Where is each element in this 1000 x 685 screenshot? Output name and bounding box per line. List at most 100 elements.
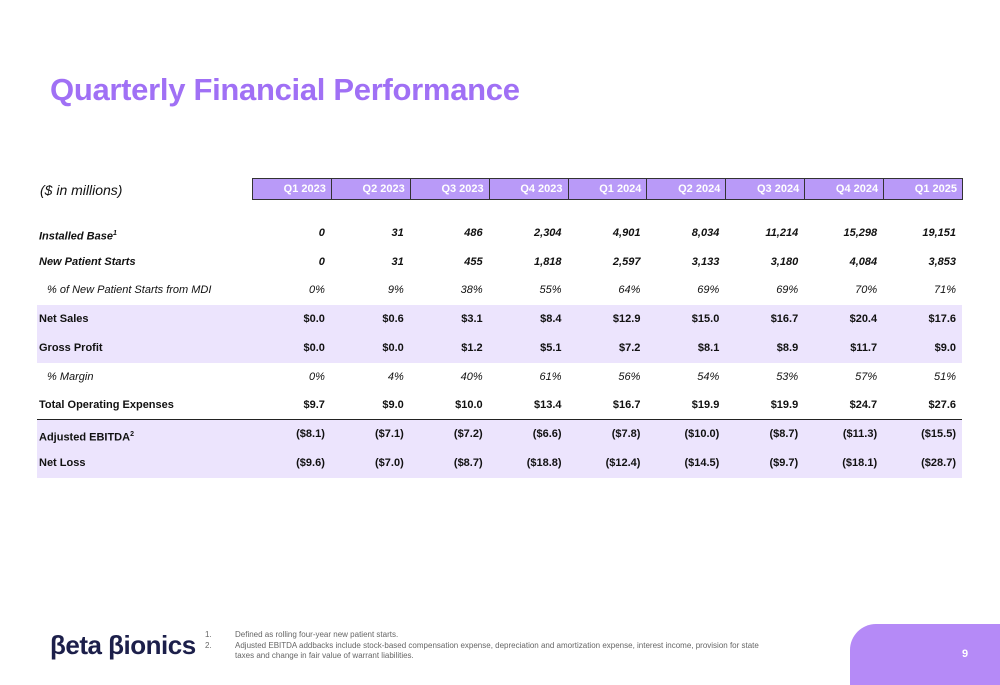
cell-value: 56% bbox=[618, 370, 641, 383]
cell-value: 8,034 bbox=[691, 227, 720, 239]
cell-value: 3,133 bbox=[691, 255, 720, 268]
column-header: Q1 2025 bbox=[883, 178, 963, 200]
cell-value: ($7.2) bbox=[453, 427, 483, 440]
table-row: Net Sales $0.0 $0.6 $3.1 $8.4 $12.9 $15.0 $16.7… bbox=[37, 305, 962, 335]
title: Quarterly Financial Performance bbox=[50, 72, 520, 107]
cell-value: ($14.5) bbox=[684, 456, 720, 469]
separator bbox=[37, 419, 962, 420]
cell-value: ($9.7) bbox=[769, 456, 799, 469]
cell-value: 55% bbox=[539, 284, 562, 297]
cell-value: 31 bbox=[391, 255, 404, 268]
cell-value: $5.1 bbox=[540, 341, 562, 354]
cell-value: 69% bbox=[776, 284, 799, 297]
table-row: % Margin 0% 4% 40% 61% 56% 54% 53% 57% 51% bbox=[37, 363, 962, 392]
cell-value: 61% bbox=[539, 370, 562, 383]
table-row: Installed Base1 0 31 486 2,304 4,901 8,034 11,2… bbox=[37, 219, 962, 248]
row-label: Net Loss bbox=[39, 449, 85, 478]
cell-value: 57% bbox=[855, 370, 878, 383]
cell-value: 9% bbox=[387, 284, 404, 297]
cell-value: ($9.6) bbox=[296, 456, 325, 469]
cell-value: 31 bbox=[391, 227, 404, 239]
cell-value: $3.1 bbox=[461, 313, 483, 326]
cell-value: 4% bbox=[387, 370, 404, 383]
cell-value: 2,597 bbox=[612, 255, 641, 268]
cell-value: $10.0 bbox=[455, 399, 483, 412]
cell-value: ($7.0) bbox=[375, 456, 404, 469]
cell-value: $13.4 bbox=[534, 399, 562, 412]
row-label: Adjusted EBITDA2 bbox=[39, 420, 134, 449]
cell-value: ($8.7) bbox=[769, 427, 799, 440]
cell-value: 3,180 bbox=[770, 255, 799, 268]
units-label: ($ in millions) bbox=[40, 182, 123, 198]
column-header: Q1 2024 bbox=[567, 178, 648, 200]
cell-value: 54% bbox=[697, 370, 720, 383]
cell-value: $11.7 bbox=[850, 341, 878, 354]
cell-value: ($18.8) bbox=[526, 456, 562, 469]
page-number: 9 bbox=[962, 648, 969, 660]
corner-decoration bbox=[850, 624, 1000, 685]
row-label: % Margin bbox=[47, 363, 93, 392]
cell-value: $1.2 bbox=[461, 341, 483, 354]
cell-value: 19,151 bbox=[922, 227, 956, 239]
cell-value: 0 bbox=[318, 255, 325, 268]
footnote-number: 2. bbox=[205, 641, 212, 650]
table-row: Net Loss ($9.6) ($7.0) ($8.7) ($18.8) ($12.4)… bbox=[37, 448, 962, 478]
cell-value: $19.9 bbox=[691, 399, 720, 412]
cell-value: $12.9 bbox=[612, 313, 641, 326]
cell-value: $0.0 bbox=[303, 313, 325, 326]
cell-value: 53% bbox=[776, 370, 799, 383]
row-label-text: Net Sales bbox=[39, 313, 89, 326]
cell-value: 0% bbox=[308, 284, 325, 297]
cell-value: 0% bbox=[308, 370, 325, 383]
cell-value: ($10.0) bbox=[684, 427, 720, 440]
table-row: Adjusted EBITDA2 ($8.1) ($7.1) ($7.2) ($6.6)… bbox=[37, 419, 962, 449]
cell-value: $27.6 bbox=[928, 399, 956, 412]
cell-value: ($15.5) bbox=[921, 427, 956, 440]
row-label-text: New Patient Starts bbox=[39, 255, 136, 268]
cell-value: ($8.1) bbox=[296, 427, 325, 440]
cell-value: 40% bbox=[460, 370, 483, 383]
row-label-text: % of New Patient Starts from MDI bbox=[47, 284, 212, 297]
column-header: Q2 2023 bbox=[330, 178, 411, 200]
cell-value: $24.7 bbox=[849, 399, 878, 412]
cell-value: 71% bbox=[933, 284, 956, 297]
row-label: Installed Base1 bbox=[39, 219, 117, 248]
footnote-text: Adjusted EBITDA addbacks include stock-b… bbox=[235, 641, 759, 660]
row-label-text: Adjusted EBITDA bbox=[39, 431, 131, 444]
cell-value: 51% bbox=[933, 370, 956, 383]
column-header: Q3 2024 bbox=[725, 178, 806, 200]
row-label: New Patient Starts bbox=[39, 248, 136, 277]
cell-value: $15.0 bbox=[691, 313, 720, 326]
table-row: % of New Patient Starts from MDI 0% 9% 38% 5… bbox=[37, 276, 962, 305]
cell-value: ($18.1) bbox=[842, 456, 878, 469]
cell-value: $20.4 bbox=[849, 313, 878, 326]
table-row: New Patient Starts 0 31 455 1,818 2,597 3,133 3… bbox=[37, 248, 962, 277]
column-header: Q2 2024 bbox=[646, 178, 727, 200]
cell-value: 3,853 bbox=[928, 255, 956, 268]
cell-value: 1,818 bbox=[534, 255, 562, 268]
cell-value: ($8.7) bbox=[453, 456, 483, 469]
column-header: Q4 2024 bbox=[804, 178, 885, 200]
row-label: Total Operating Expenses bbox=[39, 391, 174, 420]
row-label-text: % Margin bbox=[47, 370, 94, 383]
cell-value: $9.0 bbox=[382, 399, 404, 412]
cell-value: $9.7 bbox=[303, 399, 325, 412]
column-header: Q1 2023 bbox=[252, 178, 332, 200]
cell-value: $16.7 bbox=[770, 313, 799, 326]
column-header: Q4 2023 bbox=[488, 178, 569, 200]
cell-value: 15,298 bbox=[843, 227, 878, 239]
cell-value: 64% bbox=[618, 284, 641, 297]
cell-value: 455 bbox=[464, 255, 483, 268]
cell-value: 0 bbox=[318, 227, 325, 239]
footnote-text: Defined as rolling four-year new patient… bbox=[235, 630, 399, 639]
cell-value: $17.6 bbox=[928, 313, 956, 326]
cell-value: $8.4 bbox=[540, 313, 562, 326]
cell-value: $19.9 bbox=[770, 399, 799, 412]
row-label: Net Sales bbox=[39, 305, 89, 334]
table-row: Total Operating Expenses $9.7 $9.0 $10.0 $13… bbox=[37, 391, 962, 420]
footnote-ref: 1 bbox=[112, 230, 117, 237]
cell-value: 70% bbox=[855, 284, 878, 297]
row-label: Gross Profit bbox=[39, 334, 103, 363]
cell-value: 2,304 bbox=[534, 227, 562, 239]
